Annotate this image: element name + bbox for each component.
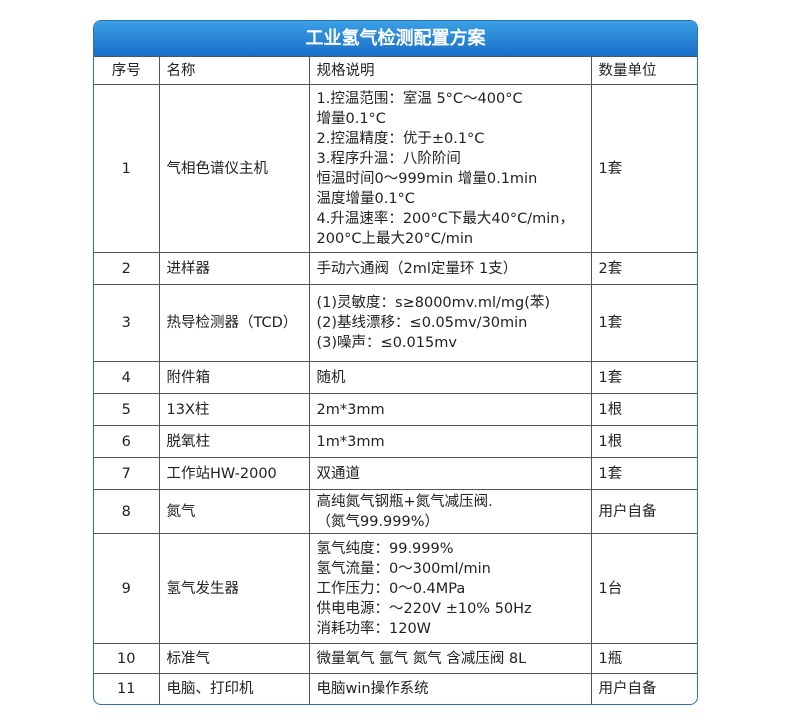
table-cell: 6 [94, 425, 160, 458]
table-row: 11 电脑、打印机 电脑win操作系统 用户自备 [94, 673, 697, 704]
table-cell: 10 [94, 643, 160, 674]
table-cell: 1套 [590, 361, 697, 394]
spec-line: 2m*3mm [316, 401, 385, 418]
header-cell: 规格说明 [308, 56, 592, 85]
spec-line: 手动六通阀（2ml定量环 1支） [316, 260, 518, 277]
spec-line: (3)噪声：≤0.015mv [316, 335, 457, 351]
spec-line: 消耗功率：120W [316, 620, 432, 637]
table-row: 2 进样器 手动六通阀（2ml定量环 1支） 2套 [94, 252, 697, 285]
table-row: 3 热导检测器（TCD） (1)灵敏度：s≥8000mv.ml/mg(苯) (2)基线… [94, 284, 697, 362]
table-cell: 8 [94, 489, 160, 534]
table-cell: 4 [94, 361, 160, 394]
table-cell: 1.控温范围：室温 5°C～400°C 增量0.1°C 2.控温精度：优于±0.1°… [308, 84, 592, 253]
table-row: 10 标准气 微量氧气 氩气 氮气 含减压阀 8L 1瓶 [94, 643, 697, 674]
spec-line: (2)基线漂移：≤0.05mv/30min [316, 315, 528, 331]
table-cell: 1套 [590, 84, 697, 253]
spec-line: 双通道 [316, 465, 361, 482]
spec-line: 供电电源：～220V ±10% 50Hz [316, 600, 532, 617]
table-row: 1 气相色谱仪主机 1.控温范围：室温 5°C～400°C 增量0.1°C 2.控温精度… [94, 84, 697, 253]
table-cell: 工作站HW-2000 [158, 457, 310, 490]
table-cell: 双通道 [308, 457, 592, 490]
table-cell: 附件箱 [158, 361, 310, 394]
table-cell: 氢气发生器 [158, 533, 310, 644]
spec-line: 氢气纯度：99.999% [316, 540, 454, 557]
table-cell: 9 [94, 533, 160, 644]
table-cell: 手动六通阀（2ml定量环 1支） [308, 252, 592, 285]
spec-line: 电脑win操作系统 [316, 680, 429, 697]
spec-line: 恒温时间0～999min 增量0.1min [316, 170, 538, 187]
table: 序号 名称 规格说明 数量单位 1 气相色谱仪主机 1.控温范围：室温 5°C～400°C 增… [94, 56, 697, 704]
table-cell: 气相色谱仪主机 [158, 84, 310, 253]
header-cell: 名称 [158, 56, 310, 85]
table-cell: 1根 [590, 425, 697, 458]
table-title: 工业氢气检测配置方案 [94, 21, 697, 56]
spec-line: 温度增量0.1°C [316, 190, 415, 207]
table-cell: 7 [94, 457, 160, 490]
table-cell: 电脑、打印机 [158, 673, 310, 704]
table-cell: 1瓶 [590, 643, 697, 674]
header-row: 序号 名称 规格说明 数量单位 [94, 56, 697, 85]
table-cell: 1台 [590, 533, 697, 644]
spec-line: 工作压力：0～0.4MPa [316, 580, 466, 597]
table-cell: 微量氧气 氩气 氮气 含减压阀 8L [308, 643, 592, 674]
spec-line: 4.升温速率：200°C下最大40°C/min， [316, 210, 574, 227]
table-cell: 脱氧柱 [158, 425, 310, 458]
table-cell: 进样器 [158, 252, 310, 285]
spec-line: 3.程序升温：八阶阶间 [316, 150, 461, 167]
table-cell: 2 [94, 252, 160, 285]
table-cell: 用户自备 [590, 673, 697, 704]
table-cell: 热导检测器（TCD） [158, 284, 310, 362]
table-row: 4 附件箱 随机 1套 [94, 361, 697, 394]
table-cell: 高纯氮气钢瓶+氮气减压阀. （氮气99.999%） [308, 489, 592, 534]
header-cell: 序号 [94, 56, 160, 85]
spec-line: 微量氧气 氩气 氮气 含减压阀 8L [316, 650, 527, 667]
table-cell: 随机 [308, 361, 592, 394]
table-cell: 1套 [590, 457, 697, 490]
config-table: 工业氢气检测配置方案 序号 名称 规格说明 数量单位 1 气相色谱仪主机 1.控温范围：室温… [93, 20, 698, 705]
table-cell: 1 [94, 84, 160, 253]
table-cell: 11 [94, 673, 160, 704]
table-row: 7 工作站HW-2000 双通道 1套 [94, 457, 697, 490]
spec-line: 氢气流量：0～300ml/min [316, 560, 491, 577]
table-row: 9 氢气发生器 氢气纯度：99.999% 氢气流量：0～300ml/min 工作压力：0… [94, 533, 697, 644]
header-cell: 数量单位 [590, 56, 697, 85]
spec-line: 高纯氮气钢瓶+氮气减压阀. [316, 493, 493, 510]
table-cell: 电脑win操作系统 [308, 673, 592, 704]
table-cell: 氮气 [158, 489, 310, 534]
table-cell: 1根 [590, 393, 697, 426]
table-cell: 氢气纯度：99.999% 氢气流量：0～300ml/min 工作压力：0～0.4MP… [308, 533, 592, 644]
spec-line: 随机 [316, 369, 346, 386]
table-cell: 13X柱 [158, 393, 310, 426]
table-cell: 5 [94, 393, 160, 426]
table-cell: 2m*3mm [308, 393, 592, 426]
table-cell: 用户自备 [590, 489, 697, 534]
table-row: 6 脱氧柱 1m*3mm 1根 [94, 425, 697, 458]
spec-line: （氮气99.999%） [316, 513, 440, 530]
table-row: 8 氮气 高纯氮气钢瓶+氮气减压阀. （氮气99.999%） 用户自备 [94, 489, 697, 534]
table-row: 5 13X柱 2m*3mm 1根 [94, 393, 697, 426]
spec-line: 1.控温范围：室温 5°C～400°C [316, 90, 523, 107]
table-cell: 2套 [590, 252, 697, 285]
table-cell: (1)灵敏度：s≥8000mv.ml/mg(苯) (2)基线漂移：≤0.05mv/… [308, 284, 592, 362]
table-cell: 标准气 [158, 643, 310, 674]
spec-line: 1m*3mm [316, 433, 385, 450]
spec-line: 增量0.1°C [316, 110, 386, 127]
spec-line: 2.控温精度：优于±0.1°C [316, 130, 485, 147]
spec-line: (1)灵敏度：s≥8000mv.ml/mg(苯) [316, 295, 551, 311]
table-cell: 3 [94, 284, 160, 362]
table-cell: 1套 [590, 284, 697, 362]
spec-line: 200°C上最大20°C/min [316, 230, 474, 247]
table-cell: 1m*3mm [308, 425, 592, 458]
